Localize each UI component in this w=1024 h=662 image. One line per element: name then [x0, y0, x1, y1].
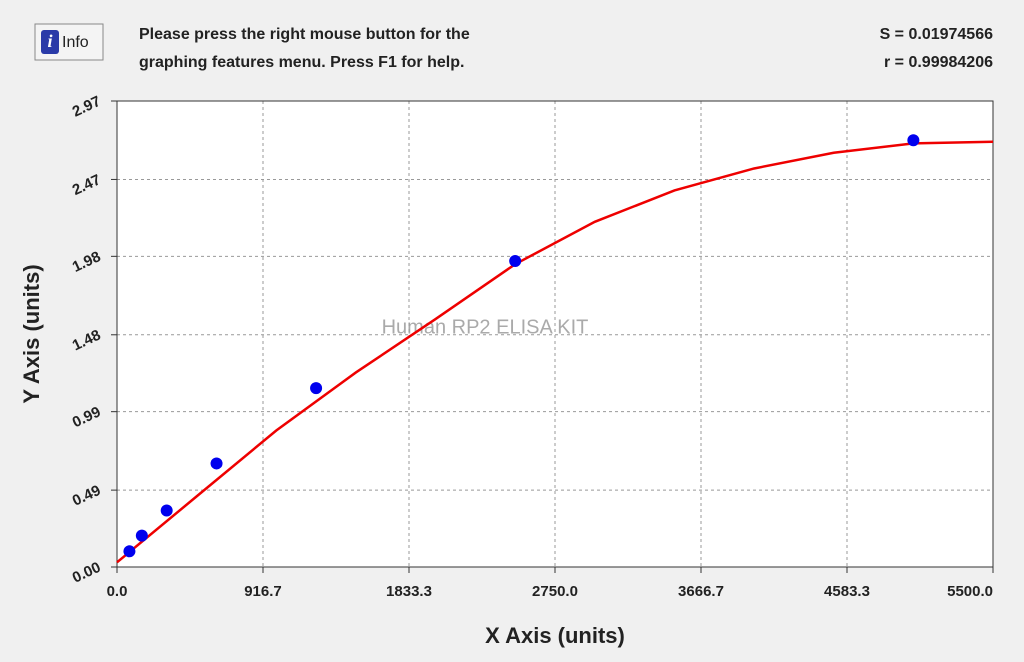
x-tick-label: 5500.0: [947, 583, 993, 600]
data-point: [135, 529, 148, 542]
data-point: [123, 545, 136, 558]
info-icon: [41, 30, 59, 54]
stat: S = 0.01974566: [880, 26, 994, 43]
fit-curve: [116, 140, 994, 564]
x-tick-label: 4583.3: [824, 583, 870, 600]
data-point: [907, 134, 920, 147]
button-label[interactable]: Info: [62, 34, 89, 51]
x-tick-label: 0.0: [107, 583, 128, 600]
data-point: [210, 457, 223, 470]
data-point: [509, 255, 522, 268]
y-axis-title: Y Axis (units): [19, 264, 44, 403]
message-line: Please press the right mouse button for …: [139, 26, 470, 43]
x-tick-label: 2750.0: [532, 583, 578, 600]
info-icon-glyph: i: [47, 31, 52, 51]
data-point: [310, 382, 323, 395]
x-tick-label: 3666.7: [678, 583, 724, 600]
data-point: [160, 504, 173, 517]
info-button[interactable]: i Info: [34, 23, 104, 61]
message-line: graphing features menu. Press F1 for hel…: [139, 54, 464, 71]
stat: r = 0.99984206: [884, 54, 993, 71]
x-axis-title: X Axis (units): [485, 623, 625, 648]
x-tick-label: 916.7: [244, 583, 282, 600]
x-tick-label: 1833.3: [386, 583, 432, 600]
plot-area: [117, 101, 993, 567]
plot-frame: [116, 100, 994, 568]
